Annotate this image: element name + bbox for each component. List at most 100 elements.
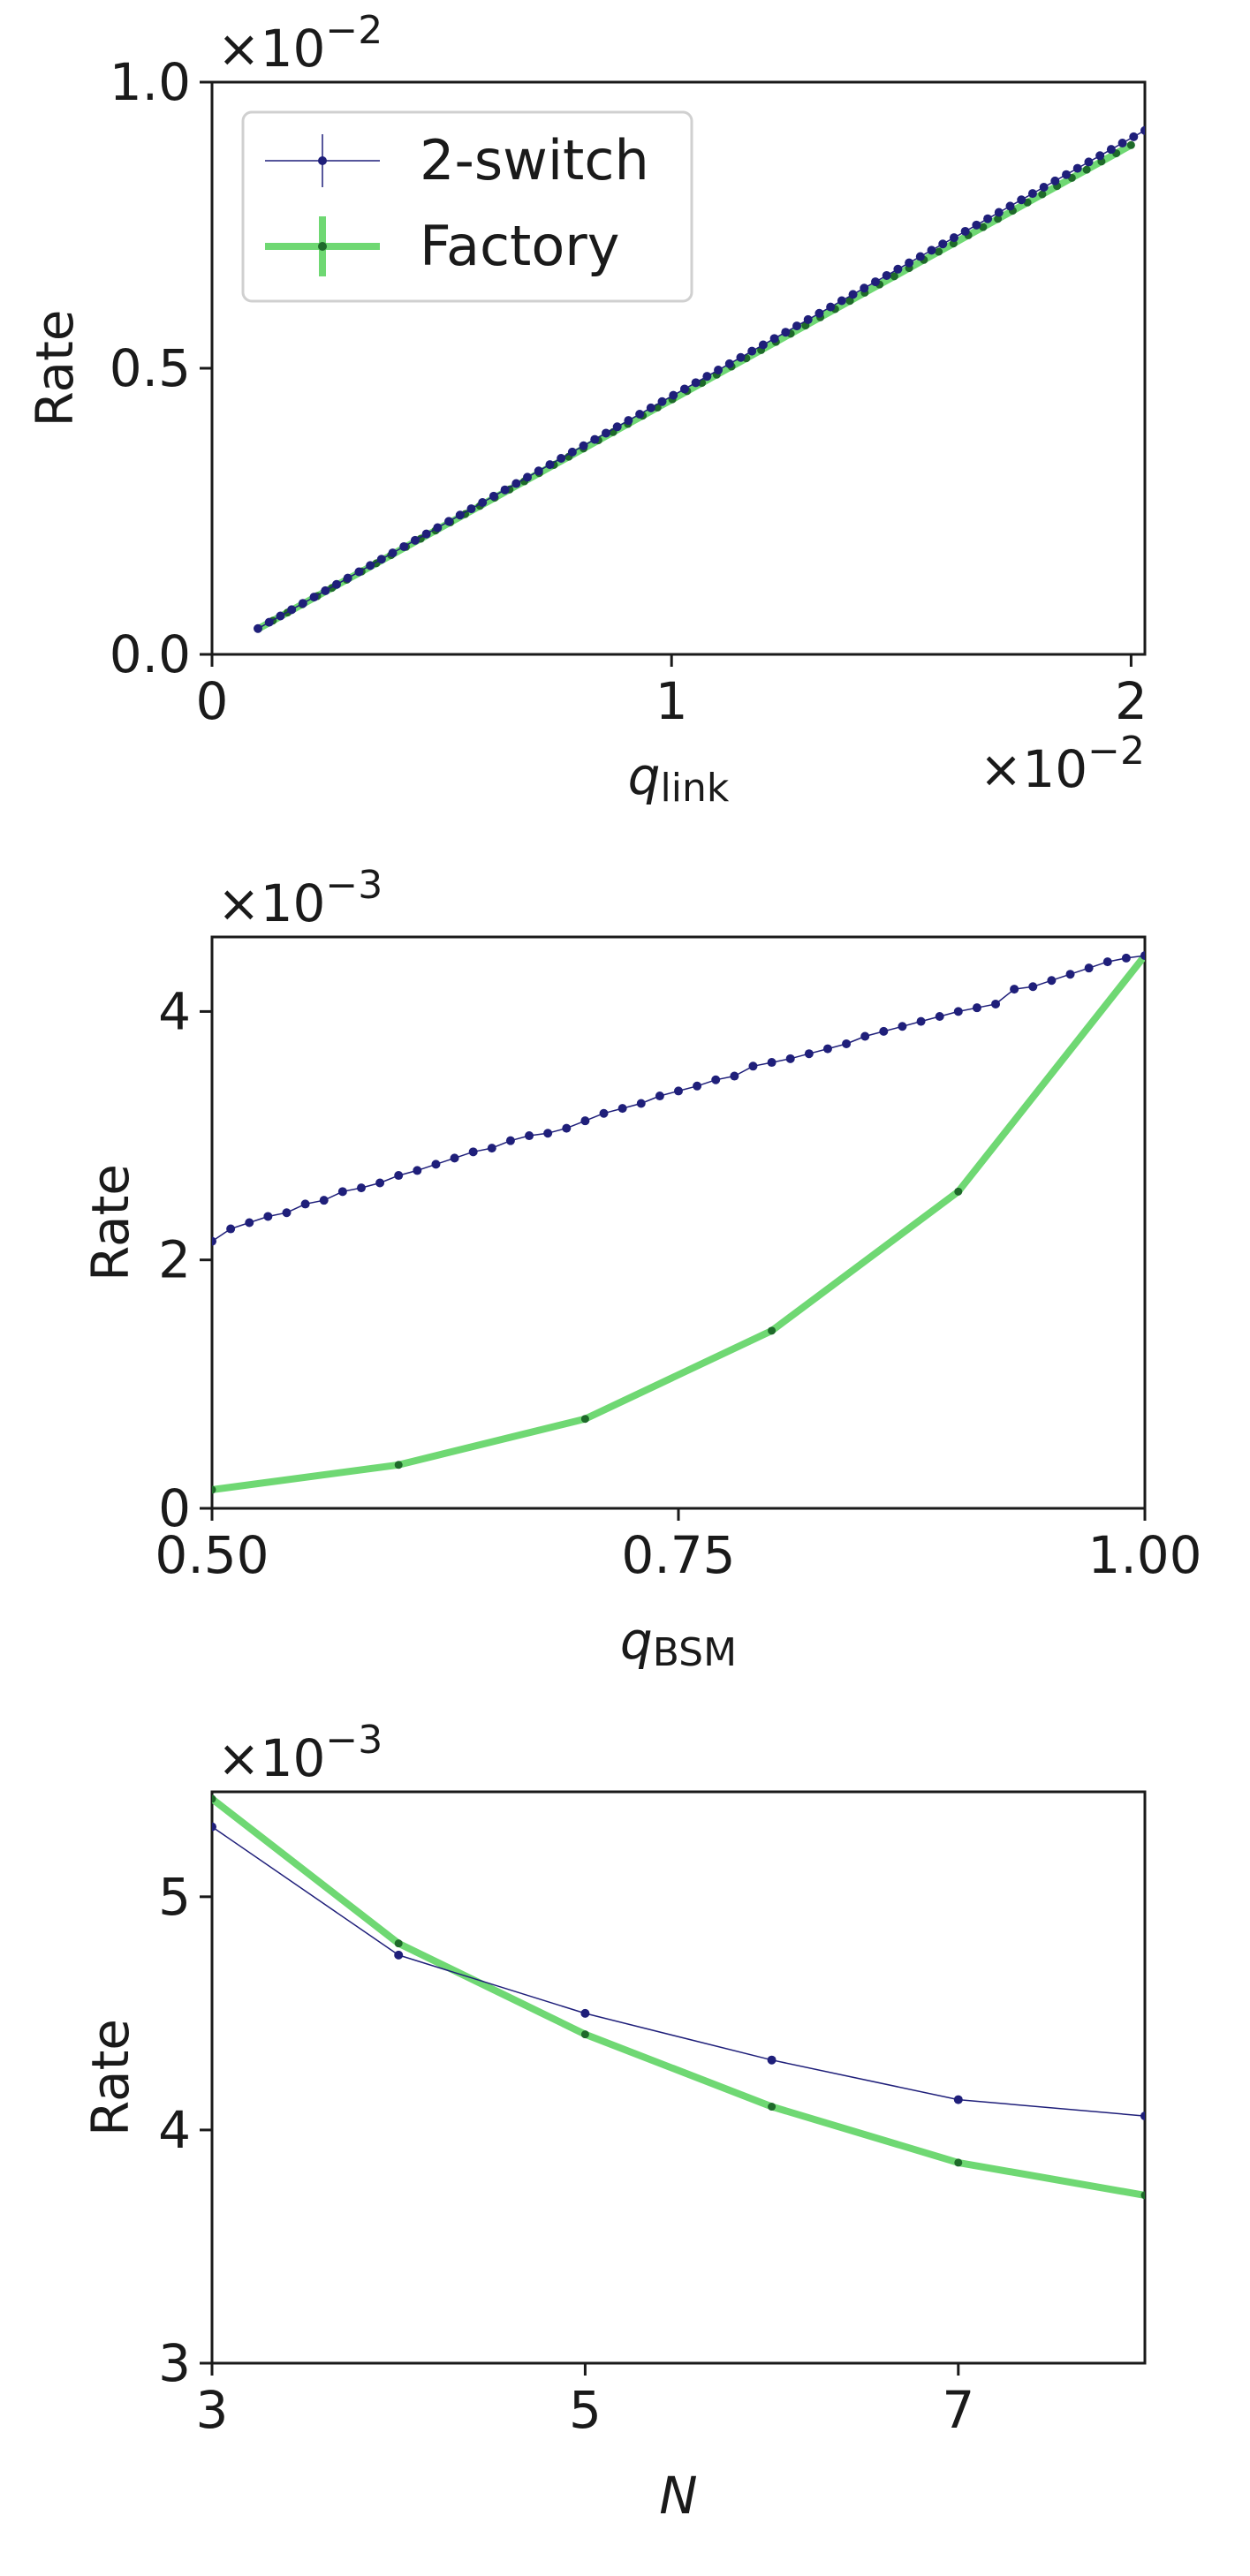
data-point-two_switch	[736, 352, 746, 362]
data-point-factory	[1038, 190, 1047, 199]
series-line-factory	[212, 1794, 1145, 2199]
data-point-two_switch	[525, 1131, 534, 1141]
plot-area	[212, 951, 1145, 1494]
data-point-two_switch	[657, 397, 667, 406]
data-point-two_switch	[394, 1950, 404, 1960]
data-point-two_switch	[388, 548, 398, 558]
data-point-two_switch	[1140, 125, 1145, 135]
data-point-two_switch	[1084, 157, 1094, 167]
x-tick-label: 1.00	[1087, 1525, 1201, 1585]
data-point-two_switch	[1047, 976, 1057, 986]
data-point-two_switch	[870, 277, 880, 287]
x-tick-label: 7	[942, 2380, 974, 2440]
data-point-two_switch	[767, 2055, 777, 2065]
x-axis-label: qlink	[628, 746, 730, 811]
y-axis-label: Rate	[80, 1164, 140, 1281]
data-point-two_switch	[394, 1171, 404, 1181]
data-point-two_switch	[489, 491, 498, 501]
data-point-two_switch	[612, 422, 622, 432]
y-axis-label: Rate	[25, 310, 85, 427]
data-point-two_switch	[953, 1007, 963, 1016]
data-point-two_switch	[822, 1044, 832, 1054]
data-point-two_switch	[724, 359, 734, 368]
data-point-two_switch	[276, 611, 285, 621]
data-point-factory	[1126, 140, 1135, 149]
data-point-two_switch	[935, 1012, 944, 1022]
data-point-two_switch	[466, 504, 476, 514]
data-point-two_switch	[287, 605, 297, 615]
data-point-two_switch	[617, 1104, 627, 1114]
data-point-factory	[845, 297, 854, 306]
data-point-two_switch	[543, 1129, 553, 1138]
data-point-two_switch	[263, 1212, 273, 1221]
data-point-two_switch	[758, 340, 768, 350]
data-point-two_switch	[343, 573, 352, 583]
data-point-factory	[890, 272, 898, 281]
data-point-two_switch	[1140, 951, 1145, 961]
x-axis-label-subscript: link	[661, 766, 730, 811]
data-point-two_switch	[590, 434, 600, 444]
data-point-two_switch	[842, 1039, 852, 1048]
data-point-two_switch	[636, 1099, 646, 1108]
data-point-two_switch	[781, 328, 791, 337]
data-point-two_switch	[983, 214, 993, 223]
data-point-two_switch	[478, 497, 488, 507]
data-point-two_switch	[599, 1108, 609, 1118]
data-point-two_switch	[309, 593, 319, 602]
y-offset-exponent: −3	[325, 1718, 383, 1763]
data-point-two_switch	[580, 2008, 590, 2018]
data-point-factory	[935, 247, 943, 256]
data-point-two_switch	[431, 1160, 441, 1169]
data-point-two_switch	[646, 403, 655, 412]
data-point-two_switch	[905, 258, 914, 268]
data-point-two_switch	[455, 510, 465, 520]
data-point-two_switch	[567, 447, 577, 457]
data-point-two_switch	[730, 1071, 739, 1081]
y-tick-label: 4	[158, 2100, 191, 2160]
data-point-two_switch	[282, 1208, 292, 1218]
data-point-two_switch	[927, 246, 936, 255]
y-tick-label: 2	[158, 1230, 191, 1290]
data-point-two_switch	[1027, 189, 1037, 199]
data-point-two_switch	[410, 535, 420, 545]
y-offset-label: ×10−2	[217, 8, 383, 79]
x-tick-label: 1	[655, 671, 688, 731]
data-point-two_switch	[803, 314, 813, 324]
data-point-two_switch	[523, 472, 533, 482]
data-point-two_switch	[1050, 176, 1060, 185]
y-tick-label: 0.5	[110, 338, 191, 398]
data-point-two_switch	[860, 1031, 870, 1041]
data-point-factory	[994, 215, 1003, 223]
data-point-two_switch	[655, 1092, 664, 1101]
data-point-two_switch	[1028, 982, 1038, 992]
legend-marker-two-switch	[318, 156, 327, 165]
data-point-factory	[954, 1187, 963, 1196]
data-point-two_switch	[1121, 953, 1131, 963]
data-point-two_switch	[991, 999, 1001, 1008]
data-point-factory	[212, 1794, 216, 1803]
x-offset-label: ×10−2	[980, 729, 1145, 799]
chart-middle: 0.50 0.75 1.00 0 2 4 Rate qBSM ×10−3	[80, 863, 1202, 1675]
y-offset-exponent: −2	[325, 8, 383, 53]
data-point-two_switch	[624, 416, 633, 426]
data-point-two_switch	[769, 334, 779, 344]
x-axis-label-subscript: BSM	[653, 1630, 737, 1675]
data-point-two_switch	[1065, 970, 1075, 979]
data-point-factory	[580, 1415, 589, 1424]
data-point-two_switch	[893, 264, 903, 274]
data-point-two_switch	[767, 1058, 777, 1068]
data-point-two_switch	[1095, 151, 1105, 161]
data-point-two_switch	[915, 252, 925, 261]
data-point-two_switch	[674, 1086, 683, 1096]
data-point-factory	[768, 2103, 777, 2111]
legend-marker-factory	[318, 242, 327, 251]
y-tick-label: 4	[158, 981, 191, 1041]
data-point-two_switch	[1084, 963, 1094, 973]
x-axis-label: qBSM	[620, 1611, 737, 1675]
data-point-factory	[954, 2158, 963, 2167]
legend: 2-switch Factory	[241, 110, 693, 303]
data-point-two_switch	[557, 454, 566, 464]
data-point-two_switch	[376, 555, 386, 564]
series-line-two_switch	[212, 955, 1145, 1243]
